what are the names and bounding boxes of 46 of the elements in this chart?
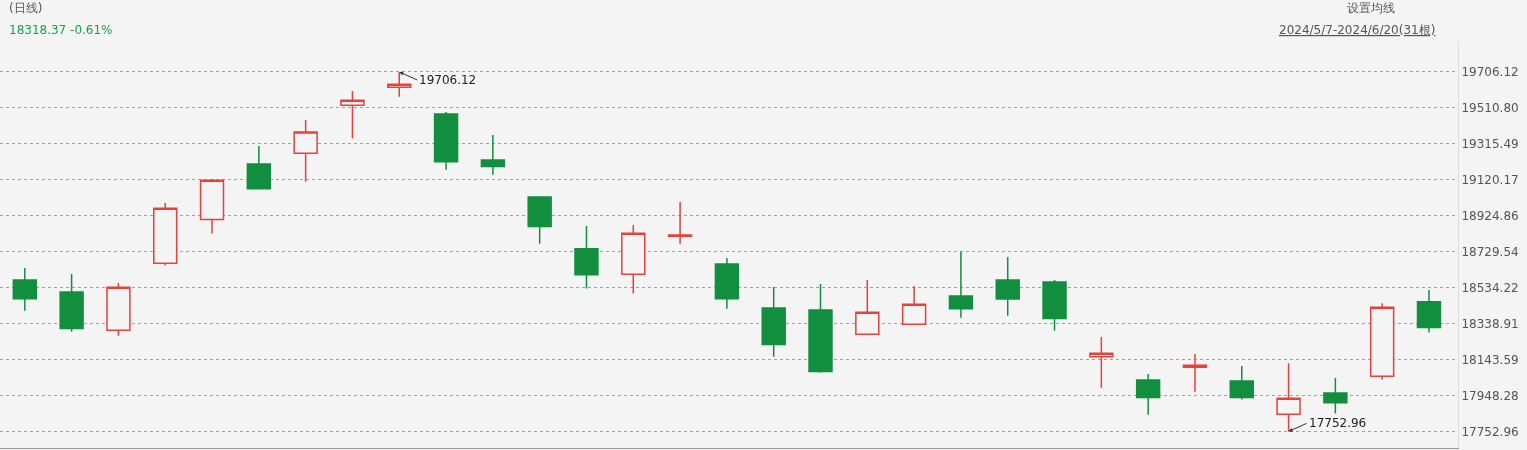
y-tick-label: 19706.12	[1461, 65, 1519, 80]
y-tick-label: 19510.80	[1461, 101, 1519, 116]
y-tick-label: 18143.59	[1461, 352, 1519, 367]
annotation: 19706.12	[419, 73, 477, 87]
candlestick	[667, 201, 693, 245]
y-tick-label: 18338.91	[1461, 316, 1519, 331]
candlestick	[761, 286, 786, 358]
candlestick	[1416, 289, 1442, 334]
candlestick	[153, 202, 178, 267]
candlestick	[433, 111, 459, 171]
y-tick-label: 18729.54	[1461, 244, 1519, 259]
candlestick	[808, 283, 833, 374]
candlestick	[59, 273, 84, 333]
candlestick	[948, 250, 974, 319]
y-tick-label: 18924.86	[1461, 208, 1519, 223]
chart-title: (日线)	[9, 1, 43, 15]
chart-subtitle: 18318.37 -0.61%	[9, 23, 113, 37]
candlestick	[340, 90, 365, 140]
y-tick-label: 19315.49	[1461, 137, 1519, 152]
candlestick	[106, 282, 131, 337]
candlestick	[1089, 336, 1114, 389]
candlestick	[855, 279, 880, 336]
candlestick	[527, 196, 552, 245]
candlestick	[1135, 373, 1161, 416]
candlestick	[199, 178, 225, 235]
candlestick	[12, 267, 38, 312]
candlestick	[621, 224, 646, 295]
candlestick	[574, 225, 599, 290]
candlestick	[293, 119, 318, 183]
candlestick	[995, 256, 1020, 317]
candlestick	[1323, 377, 1348, 415]
candlestick	[480, 134, 506, 176]
candlestick	[246, 145, 272, 190]
y-tick-label: 17752.96	[1461, 424, 1519, 439]
candlestick	[714, 257, 740, 310]
y-tick-label: 17948.28	[1461, 388, 1519, 403]
candlestick	[901, 285, 927, 326]
text: 设置均线	[1347, 1, 1395, 15]
y-tick-label: 18534.22	[1461, 280, 1519, 295]
candlestick	[1182, 353, 1208, 393]
candlestick	[1042, 279, 1067, 332]
text: 2024/5/7-2024/6/20(31根)	[1279, 23, 1436, 37]
y-tick-label: 19120.17	[1461, 173, 1519, 188]
annotation: 17752.96	[1309, 416, 1367, 430]
candlestick	[1369, 302, 1395, 381]
candlestick	[1229, 365, 1254, 401]
